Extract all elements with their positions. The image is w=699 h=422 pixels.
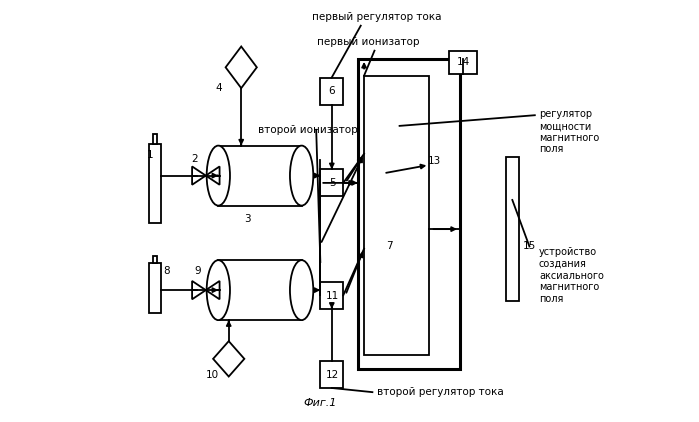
Bar — [218, 146, 301, 206]
Bar — [149, 144, 161, 224]
Bar — [320, 169, 343, 196]
Bar — [150, 267, 158, 309]
Text: первый регулятор тока: первый регулятор тока — [312, 11, 441, 22]
Text: 6: 6 — [329, 87, 336, 97]
Ellipse shape — [290, 146, 313, 206]
Text: 1: 1 — [147, 150, 154, 160]
Text: 2: 2 — [191, 154, 198, 164]
Bar — [320, 361, 343, 388]
Text: 13: 13 — [428, 156, 442, 166]
Bar — [320, 282, 343, 309]
Text: 8: 8 — [163, 266, 170, 276]
Bar — [449, 51, 477, 73]
Text: 9: 9 — [194, 266, 201, 276]
Bar — [152, 256, 157, 263]
Text: 5: 5 — [329, 178, 336, 188]
Text: 3: 3 — [244, 214, 251, 225]
Text: регулятор
мощности
магнитного
поля: регулятор мощности магнитного поля — [539, 109, 599, 154]
Bar — [149, 263, 161, 313]
Text: 14: 14 — [456, 57, 470, 67]
Text: устройство
создания
аксиального
магнитного
поля: устройство создания аксиального магнитно… — [539, 247, 604, 304]
Text: 11: 11 — [325, 290, 338, 300]
Bar — [364, 76, 428, 354]
Text: первый ионизатор: первый ионизатор — [317, 37, 419, 46]
Ellipse shape — [207, 146, 230, 206]
Text: 7: 7 — [386, 241, 392, 252]
Bar — [358, 59, 460, 369]
Text: второй регулятор тока: второй регулятор тока — [377, 387, 503, 397]
Bar — [150, 151, 158, 215]
Ellipse shape — [290, 260, 313, 320]
Text: Фиг.1: Фиг.1 — [303, 398, 337, 408]
Text: 12: 12 — [325, 370, 338, 380]
Text: второй ионизатор: второй ионизатор — [258, 125, 358, 135]
Bar — [320, 78, 343, 105]
Ellipse shape — [207, 260, 230, 320]
Bar — [218, 260, 301, 320]
Text: 15: 15 — [523, 241, 536, 252]
Bar — [505, 157, 519, 300]
Text: 4: 4 — [215, 83, 222, 93]
Bar — [152, 134, 157, 144]
Text: 10: 10 — [206, 371, 219, 381]
